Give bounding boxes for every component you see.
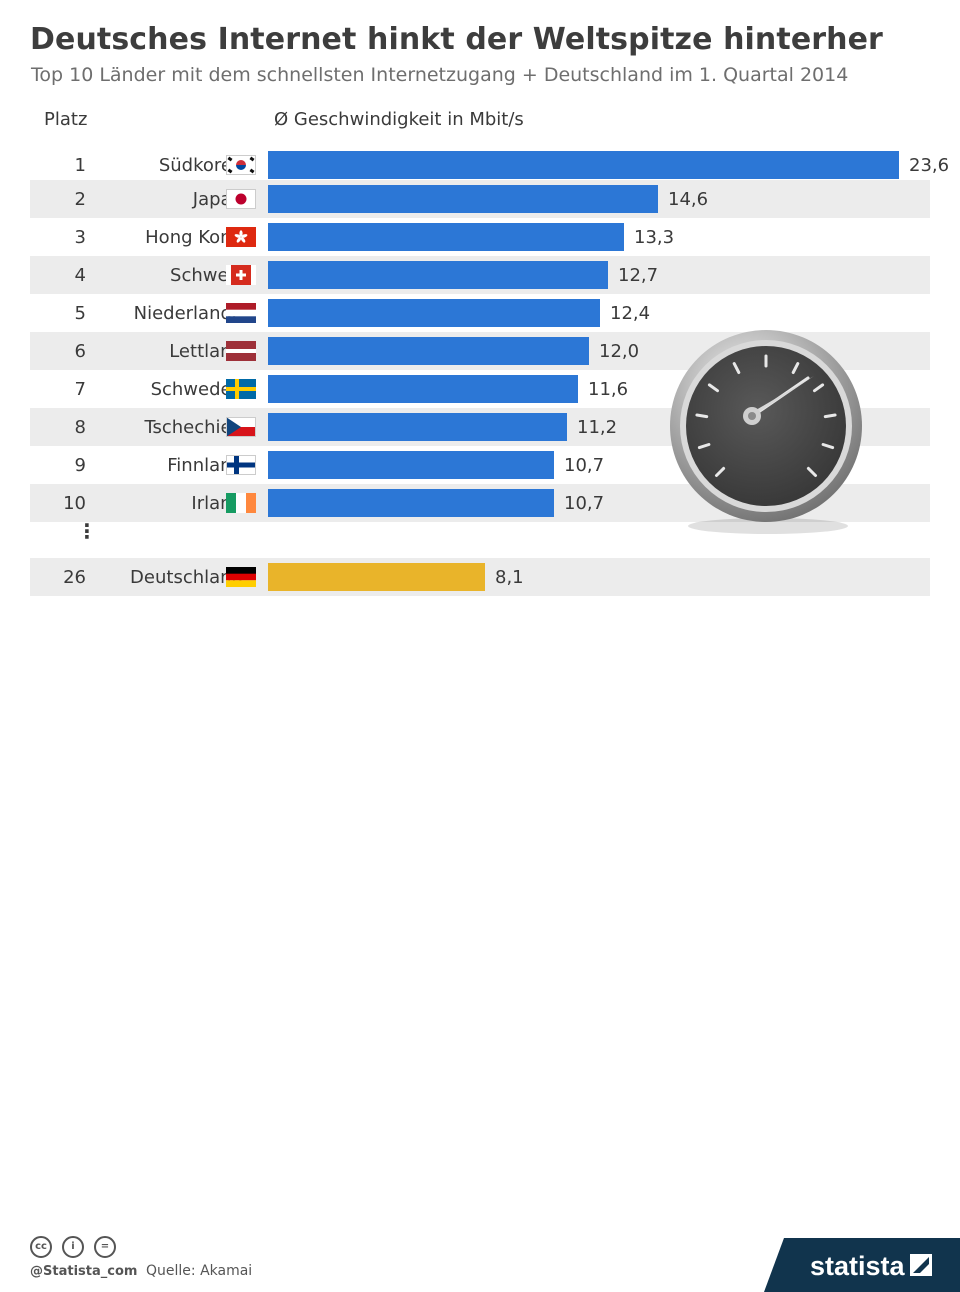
footer: cc i = @Statista_com Quelle: Akamai stat…	[0, 612, 960, 1292]
hong-kong-flag-icon	[226, 227, 256, 247]
value-label: 8,1	[495, 567, 524, 588]
cc-icon: cc	[30, 1236, 52, 1258]
bar	[268, 489, 554, 517]
table-row: 7 Schweden 11,6	[30, 370, 930, 408]
value-label: 13,3	[634, 227, 675, 248]
country-label: Deutschland	[130, 567, 243, 588]
rank-label: 8	[74, 417, 86, 438]
nd-icon: =	[94, 1236, 116, 1258]
table-row: 4 Schweiz 12,7	[30, 256, 930, 294]
by-icon: i	[62, 1236, 84, 1258]
japan-flag-icon	[226, 189, 256, 209]
table-row: 26 Deutschland 8,1	[30, 558, 930, 596]
bar	[268, 337, 589, 365]
value-label: 11,6	[588, 379, 629, 400]
country-label: Lettland	[169, 341, 243, 362]
statista-logo: statista	[764, 1238, 960, 1292]
rank-label: 5	[74, 303, 86, 324]
country-label: Niederlande	[133, 303, 243, 324]
bar	[268, 413, 567, 441]
bar	[268, 451, 554, 479]
chart-title: Deutsches Internet hinkt der Weltspitze …	[30, 22, 883, 57]
table-row: 2 Japan 14,6	[30, 180, 930, 218]
rank-column-header: Platz	[44, 109, 88, 130]
rank-label: 7	[74, 379, 86, 400]
table-row: 5 Niederlande 12,4	[30, 294, 930, 332]
value-label: 10,7	[564, 493, 605, 514]
netherlands-flag-icon	[226, 303, 256, 323]
rank-label: 3	[74, 227, 86, 248]
statista-logo-mark	[910, 1254, 932, 1276]
rank-label: 10	[63, 493, 86, 514]
country-label: Südkorea	[158, 155, 243, 176]
value-label: 12,4	[610, 303, 651, 324]
bar	[268, 151, 899, 179]
bar	[268, 299, 600, 327]
rank-label: 4	[74, 265, 86, 286]
value-label: 23,6	[909, 155, 950, 176]
rank-label: 1	[74, 155, 86, 176]
speedometer-icon	[670, 330, 862, 534]
chart-subtitle: Top 10 Länder mit dem schnellsten Intern…	[31, 64, 849, 86]
statista-handle: @Statista_com	[30, 1264, 138, 1279]
bar	[268, 185, 658, 213]
value-label: 11,2	[577, 417, 618, 438]
rank-label: 2	[74, 189, 86, 210]
table-row: 1 Südkorea 23,6	[30, 146, 949, 184]
country-label: Japan	[192, 189, 243, 210]
ellipsis: ⋮	[77, 519, 97, 543]
country-label: Tschechien	[144, 417, 243, 438]
country-label: Irland	[191, 493, 243, 514]
bar	[268, 375, 578, 403]
rank-label: 9	[74, 455, 86, 476]
table-row: 9 Finnland 10,7	[30, 446, 930, 484]
bar-chart: 1 Südkorea 23,6 2 Japan 14,6 3 Hong Kong 13,3 4 Sc…	[30, 146, 949, 596]
table-row: 3 Hong Kong 13,3	[30, 218, 930, 256]
statista-wordmark: statista	[810, 1251, 906, 1281]
country-label: Schweden	[150, 379, 243, 400]
country-label: Hong Kong	[145, 227, 243, 248]
germany-flag-icon	[226, 567, 256, 587]
value-axis-label: Ø Geschwindigkeit in Mbit/s	[274, 109, 524, 130]
switzerland-flag-icon	[226, 265, 256, 285]
finland-flag-icon	[226, 455, 256, 475]
rank-label: 26	[63, 567, 86, 588]
value-label: 10,7	[564, 455, 605, 476]
ireland-flag-icon	[226, 493, 256, 513]
bar	[268, 563, 485, 591]
bar	[268, 261, 608, 289]
latvia-flag-icon	[226, 341, 256, 361]
value-label: 12,0	[599, 341, 640, 362]
rank-label: 6	[74, 341, 86, 362]
source-label: Quelle: Akamai	[146, 1263, 253, 1279]
value-label: 12,7	[618, 265, 659, 286]
value-label: 14,6	[668, 189, 709, 210]
south-korea-flag-icon	[226, 155, 256, 175]
sweden-flag-icon	[226, 379, 256, 399]
country-label: Finnland	[167, 455, 243, 476]
czech-flag-icon	[226, 417, 256, 437]
bar	[268, 223, 624, 251]
country-label: Schweiz	[170, 265, 243, 286]
